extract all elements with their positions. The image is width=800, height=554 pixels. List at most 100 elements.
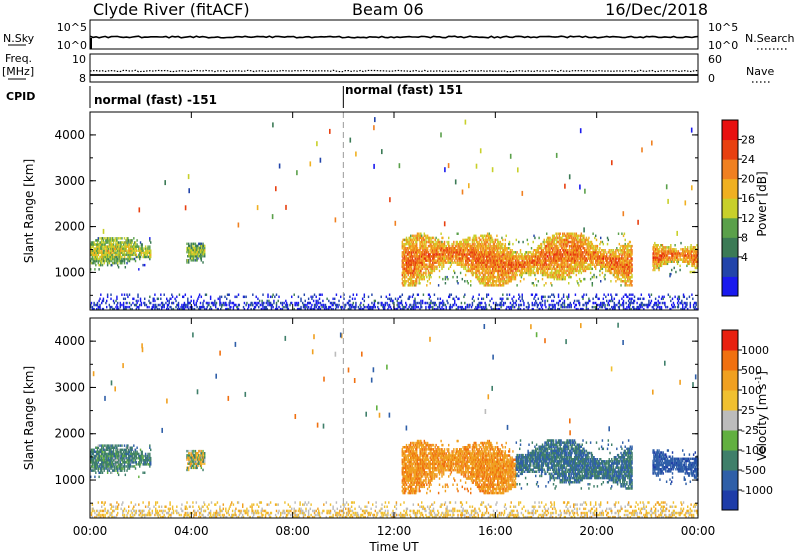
heatmap-cell <box>443 261 445 264</box>
heatmap-cell <box>630 253 632 256</box>
heatmap-cell <box>602 253 605 256</box>
heatmap-cell <box>424 257 426 260</box>
heatmap-cell <box>122 303 125 307</box>
heatmap-cell <box>410 244 413 248</box>
heatmap-cell <box>555 271 557 275</box>
heatmap-cell <box>128 293 131 296</box>
heatmap-cell <box>628 240 631 244</box>
heatmap-cell <box>430 259 432 262</box>
heatmap-cell <box>595 234 597 238</box>
heatmap-cell <box>571 259 573 262</box>
heatmap-cell <box>409 242 411 246</box>
heatmap-cell <box>407 242 409 246</box>
heatmap-cell <box>603 275 605 279</box>
heatmap-cell <box>415 263 417 266</box>
heatmap-cell <box>147 255 149 259</box>
heatmap-cell <box>515 261 518 264</box>
heatmap-cell <box>410 275 412 279</box>
heatmap-cell <box>537 267 540 271</box>
heatmap-cell <box>560 259 562 262</box>
heatmap-cell <box>469 263 471 266</box>
heatmap-cell <box>536 257 539 260</box>
heatmap-cell <box>576 247 578 250</box>
heatmap-cell <box>481 277 484 281</box>
heatmap-cell <box>405 282 407 285</box>
heatmap-cell <box>418 234 420 238</box>
heatmap-cell <box>437 249 439 252</box>
heatmap-cell <box>117 307 119 311</box>
heatmap-cell <box>421 244 424 248</box>
heatmap-cell <box>477 275 480 279</box>
heatmap-cell <box>674 244 676 247</box>
heatmap-cell <box>474 249 476 252</box>
heatmap-cell <box>91 255 94 259</box>
heatmap-cell <box>569 263 572 266</box>
heatmap-cell <box>125 253 127 257</box>
heatmap-cell <box>202 242 204 246</box>
heatmap-cell <box>426 234 429 238</box>
heatmap-cell <box>106 255 108 259</box>
heatmap-cell <box>112 245 114 248</box>
heatmap-cell <box>440 257 442 260</box>
heatmap-cell <box>600 280 602 283</box>
heatmap-cell <box>533 284 535 287</box>
heatmap-cell <box>454 271 456 275</box>
heatmap-cell <box>125 239 127 242</box>
heatmap-cell <box>482 265 485 268</box>
heatmap-cell <box>117 259 119 263</box>
heatmap-cell <box>161 305 164 309</box>
heatmap-cell <box>546 269 549 273</box>
heatmap-cell <box>577 244 579 248</box>
heatmap-cell <box>613 253 616 256</box>
heatmap-cell <box>482 261 485 264</box>
heatmap-cell <box>598 261 600 264</box>
heatmap-cell <box>471 263 474 266</box>
heatmap-cell <box>576 269 578 273</box>
heatmap-cell <box>616 271 619 275</box>
heatmap-cell <box>528 259 530 262</box>
heatmap-cell <box>591 261 594 264</box>
heatmap-cell <box>539 257 541 260</box>
heatmap-cell <box>486 253 489 256</box>
heatmap-cell <box>123 251 126 255</box>
heatmap-cell <box>673 248 675 251</box>
heatmap-cell <box>177 307 179 311</box>
heatmap-cell <box>568 263 571 266</box>
heatmap-cell <box>247 307 249 311</box>
heatmap-cell <box>478 251 480 254</box>
heatmap-cell <box>451 261 453 264</box>
heatmap-cell <box>420 247 422 250</box>
heatmap-cell <box>405 257 408 260</box>
heatmap-cell <box>188 255 190 258</box>
heatmap-cell <box>475 244 478 248</box>
heatmap-cell <box>480 253 482 256</box>
heatmap-cell <box>493 265 496 268</box>
heatmap-cell <box>186 250 188 254</box>
heatmap-cell <box>658 256 660 259</box>
heatmap-cell <box>575 234 578 238</box>
heatmap-cell <box>421 253 423 256</box>
heatmap-cell <box>483 259 485 262</box>
heatmap-cell <box>589 259 592 262</box>
heatmap-cell <box>198 255 201 258</box>
heatmap-cell <box>564 271 567 275</box>
heatmap-cell <box>428 275 431 279</box>
heatmap-cell <box>615 259 617 262</box>
heatmap-cell <box>489 253 491 256</box>
heatmap-cell <box>612 249 615 252</box>
heatmap-cell <box>105 237 107 240</box>
heatmap-cell <box>486 240 488 244</box>
heatmap-cell <box>421 249 424 252</box>
heatmap-cell <box>178 293 181 296</box>
heatmap-cell <box>416 242 418 246</box>
heatmap-cell <box>527 265 529 268</box>
heatmap-cell <box>144 253 146 257</box>
heatmap-cell <box>519 261 521 264</box>
heatmap-cell <box>566 257 568 260</box>
heatmap-cell <box>411 244 414 248</box>
heatmap-cell <box>535 255 537 258</box>
heatmap-cell <box>578 249 580 252</box>
heatmap-cell <box>588 257 590 260</box>
heatmap-cell <box>661 260 664 263</box>
heatmap-cell <box>576 255 578 258</box>
